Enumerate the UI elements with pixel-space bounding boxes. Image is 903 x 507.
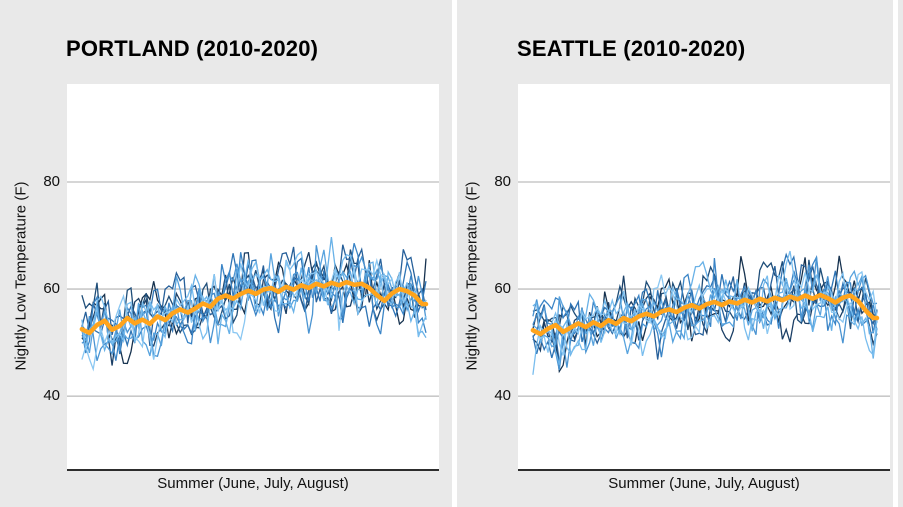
year-line-2020 xyxy=(81,257,427,372)
year-line-2019 xyxy=(532,250,878,375)
y-tick-label-40: 40 xyxy=(43,387,60,404)
panel-portland: PORTLAND (2010-2020) Nightly Low Tempera… xyxy=(12,36,439,492)
chart-title-seattle: SEATTLE (2010-2020) xyxy=(517,36,746,61)
plot-area-portland xyxy=(67,84,439,471)
y-tick-label-60: 60 xyxy=(494,280,511,297)
mean-line xyxy=(79,279,429,336)
year-line-2016 xyxy=(81,245,427,361)
y-axis-label: Nightly Low Temperature (F) xyxy=(463,181,481,371)
panel-divider xyxy=(452,0,457,507)
y-axis-label: Nightly Low Temperature (F) xyxy=(12,181,30,371)
panel-seattle: SEATTLE (2010-2020) Nightly Low Temperat… xyxy=(451,0,903,507)
plot-area-seattle xyxy=(518,84,890,471)
chart-title-portland: PORTLAND (2010-2020) xyxy=(66,36,319,61)
plot-canvas-0 xyxy=(67,181,439,397)
year-line-2020 xyxy=(532,270,878,356)
y-tick-label-80: 80 xyxy=(494,173,511,190)
y-tick-label-60: 60 xyxy=(43,280,60,297)
y-tick-label-80: 80 xyxy=(43,173,60,190)
mean-line xyxy=(530,292,880,337)
year-line-2018 xyxy=(532,260,878,365)
plot-canvas-1 xyxy=(518,181,890,397)
x-axis-label: Summer (June, July, August) xyxy=(157,475,349,492)
year-line-2019 xyxy=(81,250,427,348)
x-axis-label: Summer (June, July, August) xyxy=(608,475,800,492)
figure-edge-strip xyxy=(893,0,898,507)
y-tick-label-40: 40 xyxy=(494,387,511,404)
